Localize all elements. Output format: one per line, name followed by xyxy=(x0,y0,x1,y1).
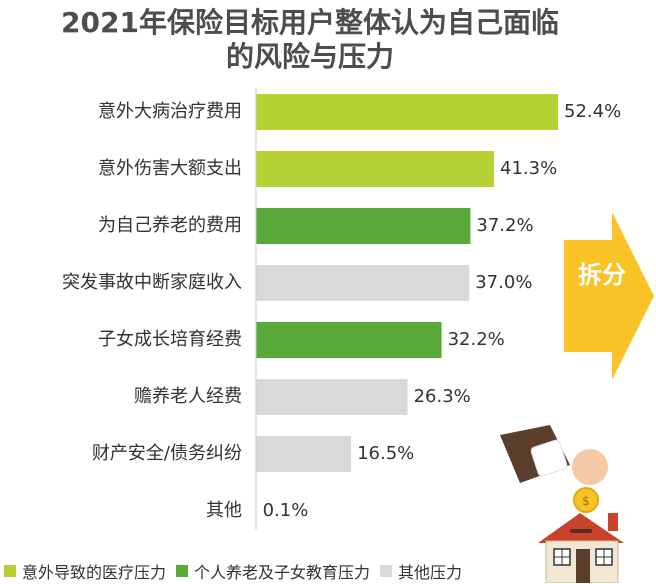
legend-item-family: 个人养老及子女教育压力 xyxy=(176,559,370,583)
legend-swatch xyxy=(380,565,393,577)
category-label: 子女成长培育经费 xyxy=(98,329,242,350)
legend: 意外导致的医疗压力 个人养老及子女教育压力 其他压力 xyxy=(4,560,462,582)
split-badge-text: 拆分 xyxy=(578,261,626,289)
split-arrow-icon xyxy=(564,212,654,380)
legend-item-other: 其他压力 xyxy=(380,559,462,583)
legend-label: 意外导致的医疗压力 xyxy=(22,563,167,582)
category-label: 财产安全/债务纠纷 xyxy=(92,443,242,464)
value-label: 37.0% xyxy=(475,272,532,293)
category-label: 突发事故中断家庭收入 xyxy=(62,272,242,293)
bar xyxy=(256,265,470,301)
value-label: 41.3% xyxy=(500,158,557,179)
chart-title: 2021年保险目标用户整体认为自己面临的风险与压力 xyxy=(61,6,559,73)
cuff-shape xyxy=(530,439,568,477)
legend-swatch xyxy=(4,565,16,577)
value-label: 32.2% xyxy=(448,329,505,350)
bar xyxy=(256,208,471,244)
chimney xyxy=(608,513,618,531)
hand-shape xyxy=(572,449,608,485)
value-label: 26.3% xyxy=(414,386,471,407)
bar xyxy=(256,436,352,472)
value-label: 52.4% xyxy=(564,101,621,122)
house-roof xyxy=(538,513,624,543)
bar xyxy=(256,94,558,130)
category-label: 赡养老人经费 xyxy=(134,386,242,407)
legend-label: 其他压力 xyxy=(398,563,463,582)
coin-icon xyxy=(573,487,599,513)
legend-label: 个人养老及子女教育压力 xyxy=(194,563,371,582)
category-label: 为自己养老的费用 xyxy=(98,215,242,236)
category-label: 其他 xyxy=(206,500,242,521)
svg-text:$: $ xyxy=(582,494,590,508)
category-label: 意外伤害大额支出 xyxy=(98,158,242,179)
door xyxy=(576,549,590,583)
legend-item-medical: 意外导致的医疗压力 xyxy=(4,559,166,583)
legend-swatch xyxy=(176,565,189,577)
category-label: 意外大病治疗费用 xyxy=(98,101,242,122)
bar xyxy=(256,379,408,415)
value-label: 16.5% xyxy=(357,443,414,464)
house-piggy-bank-illustration: $ xyxy=(500,425,624,583)
bar xyxy=(256,322,442,358)
value-label: 0.1% xyxy=(263,500,309,521)
bar xyxy=(256,151,495,187)
value-label: 37.2% xyxy=(476,215,533,236)
coin-slot xyxy=(570,529,592,533)
